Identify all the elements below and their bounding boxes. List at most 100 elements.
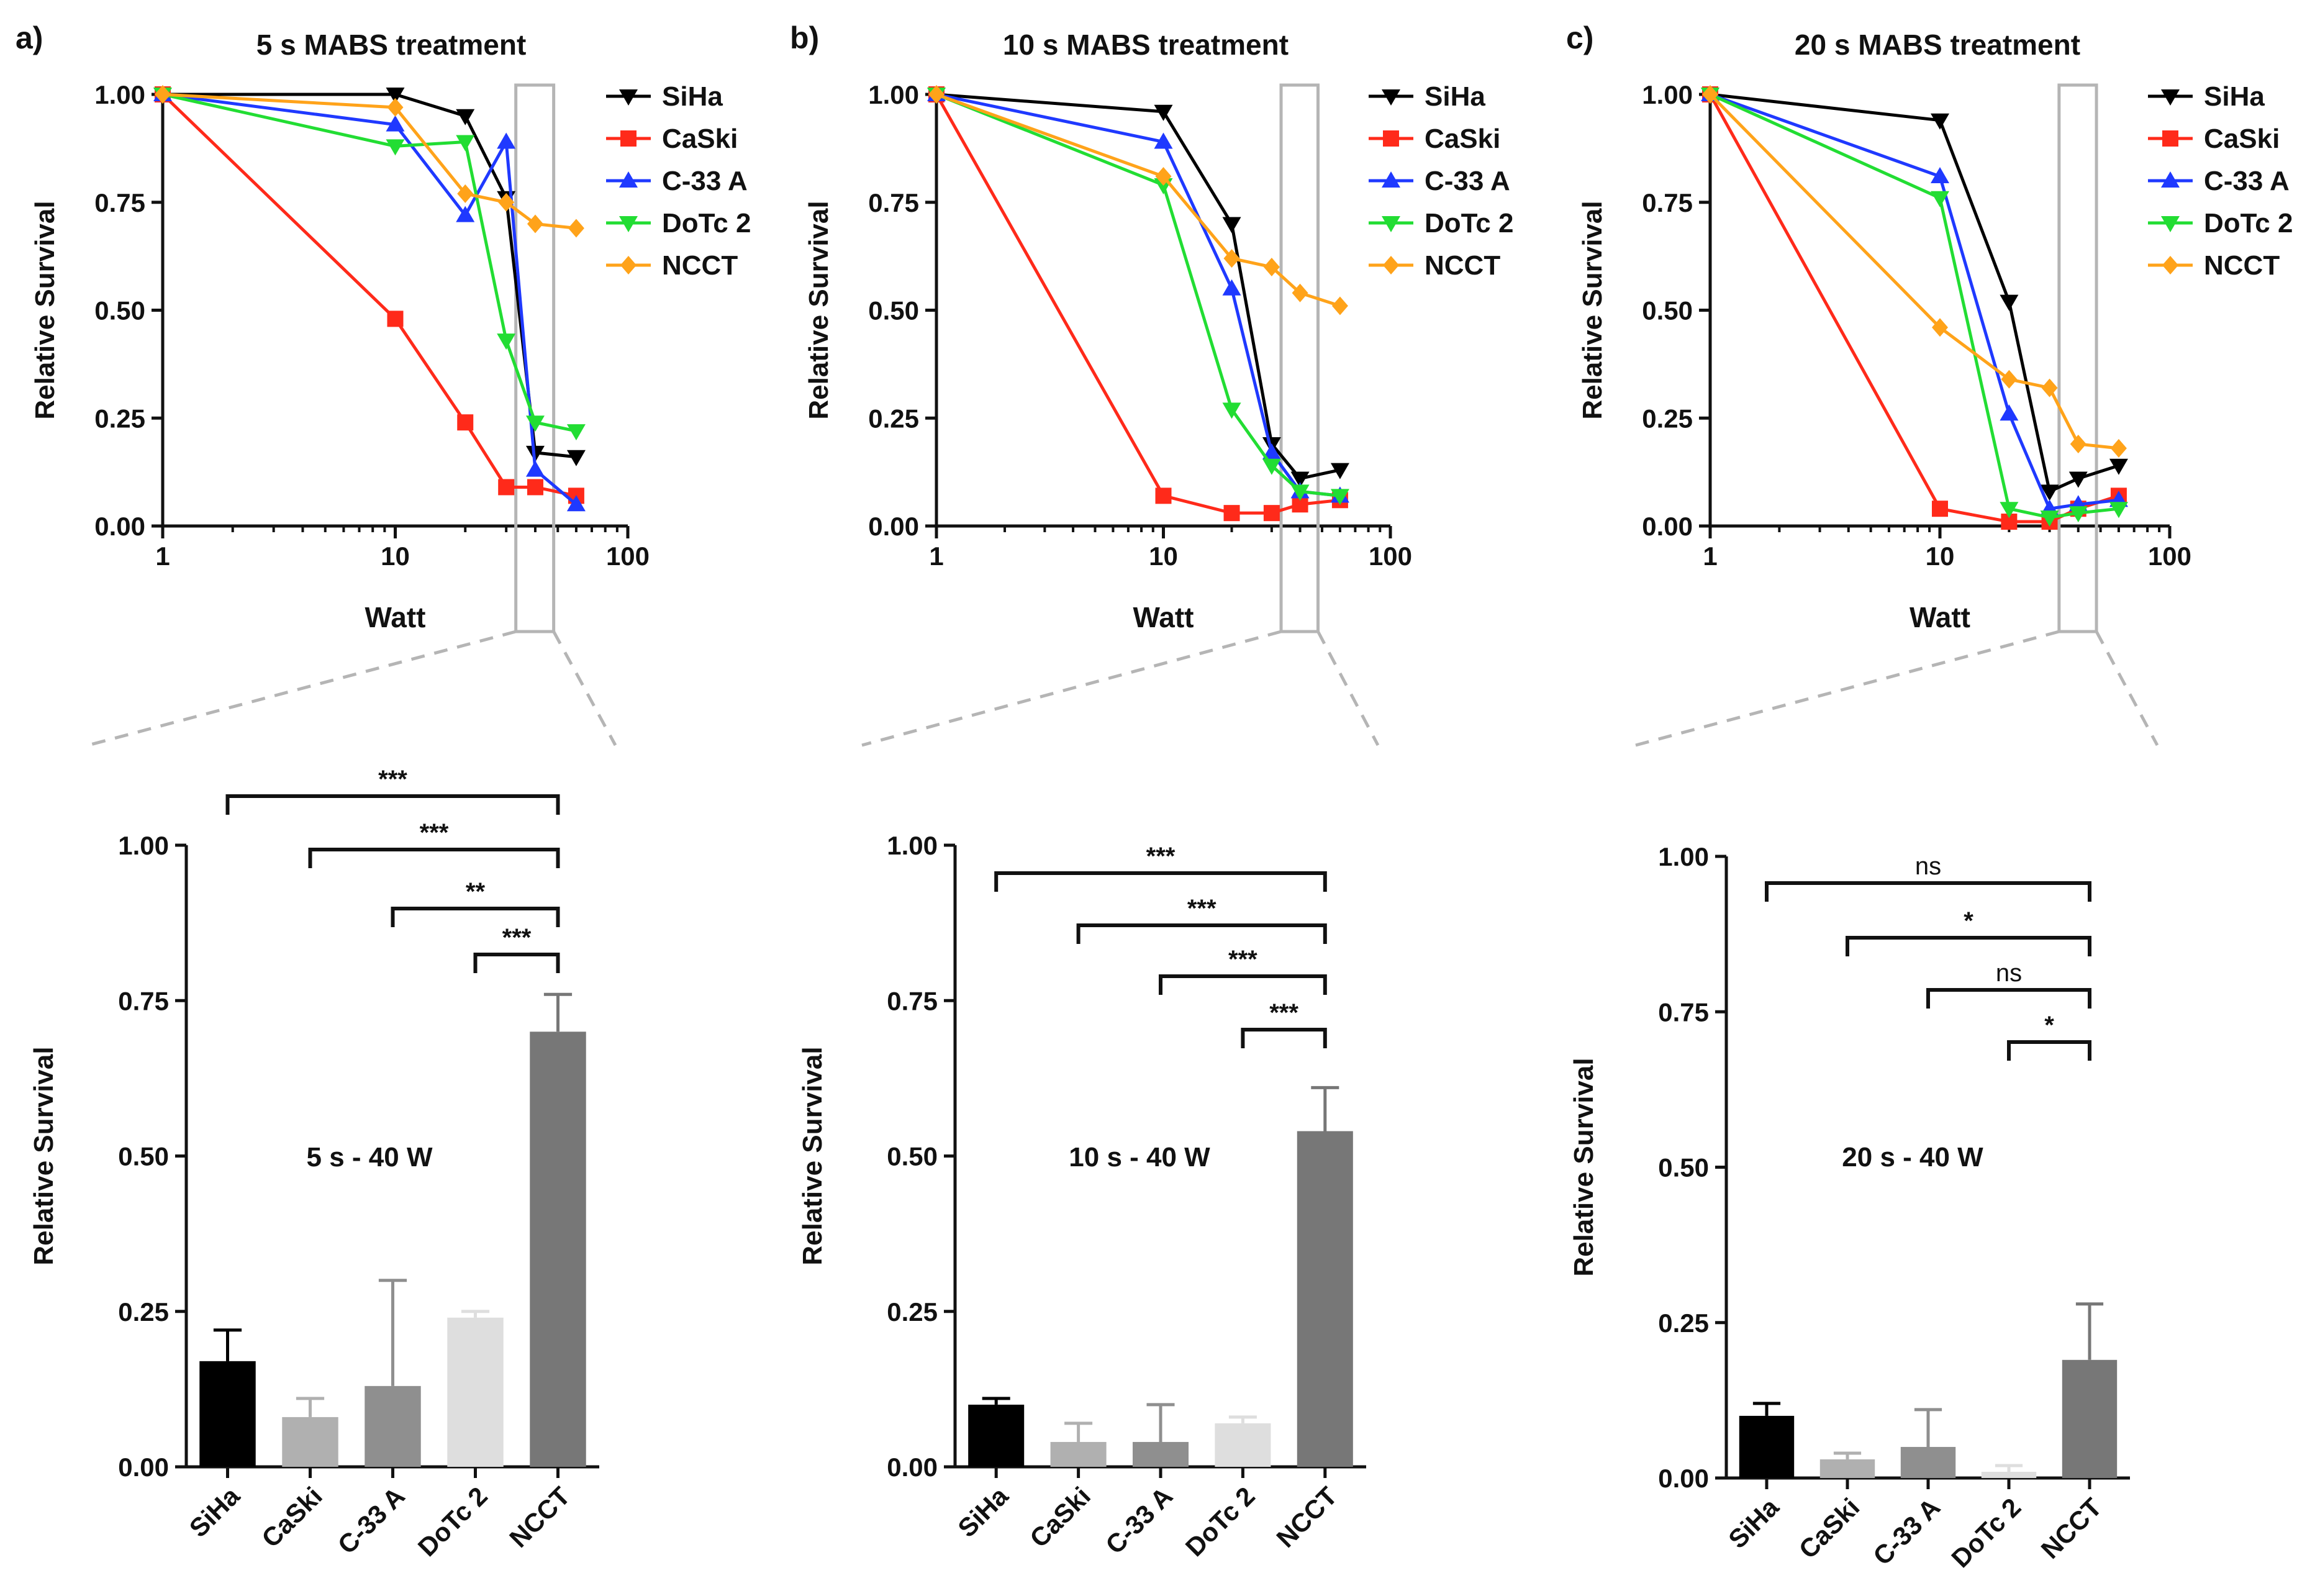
significance-label: ** <box>466 878 486 905</box>
series-line-caski <box>161 93 577 497</box>
data-point <box>525 415 545 432</box>
zoom-highlight-box <box>514 83 556 633</box>
series-line-c-33-a <box>1710 93 2119 510</box>
zoom-connector-line <box>1316 630 1380 746</box>
data-point <box>155 85 171 104</box>
data-point <box>1292 283 1308 302</box>
data-point <box>1223 505 1240 522</box>
x-tick-label: NCCT <box>2036 1492 2108 1564</box>
data-point <box>498 479 515 496</box>
line-chart-a-top: a) 5 s MABS treatment 0.00 0.25 0.50 0.75 1.00… <box>16 20 751 747</box>
significance-bracket <box>473 953 560 973</box>
data-point <box>497 132 516 149</box>
significance-label: *** <box>378 766 407 793</box>
y-tick-label: 0.50 <box>1658 1153 1709 1182</box>
data-point <box>2068 506 2088 523</box>
legend-marker <box>2162 130 2178 147</box>
chart-annotation: 10 s - 40 W <box>1069 1142 1210 1172</box>
data-point <box>2070 434 2086 453</box>
data-point <box>386 88 405 104</box>
legend-marker <box>1383 130 1399 147</box>
y-tick-label: 0.00 <box>94 512 145 541</box>
y-tick-label: 1.00 <box>1658 842 1709 871</box>
data-point <box>1931 191 1949 207</box>
legend-marker <box>2162 256 2178 274</box>
y-axis-label: Relative Survival <box>30 201 60 419</box>
legend-marker <box>1382 216 1400 232</box>
data-point <box>2109 458 2128 475</box>
data-point <box>2109 502 2128 519</box>
bar-chart-b-bottom: 0.00 0.25 0.50 0.75 1.00 Relative Survival SiH… <box>797 831 1366 1562</box>
data-point <box>568 219 584 238</box>
data-point <box>386 139 405 156</box>
significance-bracket <box>1765 881 2091 902</box>
x-axis-label: Watt <box>1910 601 1970 633</box>
x-tick-label: SiHa <box>952 1481 1014 1543</box>
data-point <box>1290 471 1310 488</box>
data-point <box>2040 484 2059 501</box>
y-tick-label: 0.25 <box>1658 1308 1709 1338</box>
panel-label: b) <box>790 20 819 55</box>
legend-marker <box>2161 89 2180 106</box>
legend-marker <box>1382 89 1400 106</box>
legend-label: SiHa <box>662 81 723 112</box>
x-tick-label: 100 <box>1369 542 1412 571</box>
data-point <box>2110 438 2127 458</box>
data-point <box>456 206 475 222</box>
legend-label: SiHa <box>1425 81 1485 112</box>
zoom-connector-line <box>2095 630 2159 746</box>
y-tick-label: 0.00 <box>887 1453 938 1482</box>
legend-label: DoTc 2 <box>662 208 751 238</box>
data-point <box>1262 458 1281 475</box>
bar <box>1819 1459 1875 1478</box>
bar <box>199 1361 256 1467</box>
bar <box>2062 1359 2118 1478</box>
series-line-ncct <box>1709 93 2119 450</box>
data-point <box>387 97 404 117</box>
data-point <box>457 184 474 203</box>
y-axis-label: Relative Survival <box>804 201 834 419</box>
data-point <box>1223 249 1240 268</box>
data-point <box>2001 370 2018 389</box>
data-point <box>1154 132 1173 149</box>
legend-label: DoTc 2 <box>1425 208 1513 238</box>
y-tick-label: 0.50 <box>887 1142 938 1171</box>
series-line-siha <box>936 93 1341 481</box>
significance-bracket <box>994 871 1327 892</box>
y-tick-label: 0.50 <box>868 296 919 325</box>
y-axis-label: Relative Survival <box>1577 201 1608 419</box>
data-point <box>1222 402 1241 419</box>
data-point <box>928 85 945 104</box>
series-line-siha <box>1710 93 2119 494</box>
chart-title: 5 s MABS treatment <box>256 29 527 61</box>
x-tick-label: 10 <box>1926 542 1955 571</box>
significance-label: ns <box>1915 853 1941 880</box>
y-axis-label: Relative Survival <box>1569 1058 1599 1276</box>
series-line-dotc-2 <box>936 93 1341 497</box>
x-tick-label: NCCT <box>504 1481 576 1553</box>
legend-label: NCCT <box>662 250 738 281</box>
x-tick-label: 1 <box>1703 542 1717 571</box>
data-point <box>456 135 475 152</box>
y-tick-label: 1.00 <box>118 831 169 860</box>
data-point <box>1263 505 1280 522</box>
x-tick-label: CaSki <box>1793 1492 1865 1564</box>
data-point <box>1932 318 1948 337</box>
x-tick-label: C-33 A <box>1100 1481 1178 1559</box>
zoom-connector-line <box>1635 630 2060 747</box>
data-point <box>1155 487 1172 504</box>
legend-marker <box>2161 171 2180 188</box>
data-point <box>456 109 475 125</box>
legend-marker <box>1383 256 1399 274</box>
legend-label: CaSki <box>662 124 738 154</box>
line-chart-c-top: c) 20 s MABS treatment 0.00 0.25 0.50 0.75 1.0… <box>1566 20 2293 747</box>
legend-label: SiHa <box>2204 81 2265 112</box>
bar <box>1132 1441 1189 1467</box>
x-tick-label: C-33 A <box>332 1481 410 1559</box>
chart-title: 20 s MABS treatment <box>1795 29 2080 61</box>
bar <box>968 1404 1025 1467</box>
y-tick-label: 0.75 <box>1642 188 1693 217</box>
data-point <box>1931 167 1949 184</box>
legend-marker <box>620 130 637 147</box>
x-axis-label: Watt <box>365 601 426 633</box>
